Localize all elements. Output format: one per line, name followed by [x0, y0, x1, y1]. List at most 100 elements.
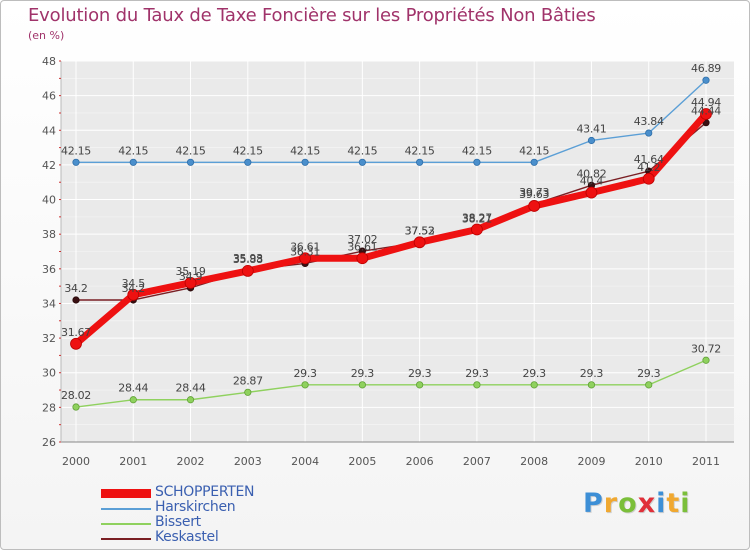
y-tick-label: 42 — [42, 159, 56, 172]
series-line-harskirchen — [75, 79, 707, 164]
data-label-keskastel: 34.2 — [64, 282, 87, 295]
data-label-schopperten: 41.2 — [637, 161, 660, 174]
data-label-harskirchen: 43.41 — [576, 122, 606, 135]
data-point-harskirchen — [186, 158, 195, 166]
data-point-schopperten — [127, 288, 140, 301]
data-point-schopperten — [299, 252, 311, 265]
data-point-harskirchen — [72, 158, 80, 166]
data-label-harskirchen: 43.84 — [634, 115, 664, 128]
data-label-bissert: 29.3 — [465, 367, 489, 380]
y-tick-label: 36 — [42, 263, 56, 276]
x-tick-label: 2002 — [177, 455, 205, 468]
x-tick-label: 2011 — [692, 455, 720, 468]
series-line-schopperten — [72, 110, 710, 348]
chart-title: Evolution du Taux de Taxe Foncière sur l… — [28, 5, 596, 26]
data-point-schopperten — [528, 200, 541, 212]
data-label-bissert: 28.44 — [176, 382, 206, 395]
data-point-schopperten — [700, 108, 712, 120]
data-label-schopperten: 35.88 — [233, 253, 263, 266]
legend-label-bissert: Bissert — [155, 514, 201, 530]
data-point-bissert — [301, 381, 309, 389]
data-point-schopperten — [241, 264, 254, 277]
y-tick-label: 26 — [42, 436, 56, 449]
data-point-harskirchen — [358, 158, 366, 166]
data-point-harskirchen — [587, 136, 596, 145]
data-point-harskirchen — [244, 158, 252, 166]
data-point-bissert — [473, 381, 481, 389]
data-point-bissert — [244, 388, 252, 396]
x-tick-label: 2004 — [291, 455, 319, 468]
data-label-harskirchen: 42.15 — [519, 144, 549, 157]
data-label-schopperten: 31.67 — [61, 326, 91, 339]
data-label-harskirchen: 42.15 — [233, 144, 263, 157]
data-label-harskirchen: 42.15 — [61, 144, 91, 157]
y-tick-label: 28 — [42, 401, 56, 414]
legend-swatch-harskirchen — [101, 508, 151, 510]
data-point-bissert — [72, 403, 80, 411]
data-point-bissert — [702, 356, 710, 364]
data-point-bissert — [416, 381, 424, 389]
legend-swatch-bissert — [101, 523, 151, 525]
x-tick-label: 2009 — [577, 455, 605, 468]
legend-label-harskirchen: Harskirchen — [155, 499, 236, 515]
data-label-harskirchen: 42.15 — [176, 144, 206, 157]
data-label-schopperten: 37.53 — [405, 224, 435, 237]
logo-letter: r — [603, 488, 619, 519]
x-tick-label: 2001 — [119, 455, 147, 468]
data-label-schopperten: 39.63 — [519, 188, 549, 201]
y-tick-label: 44 — [42, 124, 56, 137]
y-tick-label: 46 — [42, 90, 56, 103]
data-label-keskastel: 41.64 — [634, 153, 664, 166]
data-point-bissert — [129, 396, 137, 404]
data-point-harskirchen — [702, 76, 710, 84]
data-label-bissert: 29.3 — [580, 367, 604, 380]
data-label-schopperten: 44.94 — [691, 96, 721, 109]
data-label-schopperten: 36.61 — [290, 240, 320, 253]
data-label-harskirchen: 42.15 — [347, 144, 377, 157]
data-point-bissert — [645, 381, 653, 389]
data-point-harskirchen — [645, 129, 653, 137]
data-point-harskirchen — [301, 158, 309, 166]
y-tick-label: 40 — [42, 194, 56, 207]
data-label-schopperten: 34.5 — [122, 277, 146, 290]
data-label-bissert: 29.3 — [408, 367, 432, 380]
logo-letter: x — [637, 488, 657, 519]
data-point-schopperten — [70, 337, 82, 350]
data-point-schopperten — [642, 172, 655, 185]
data-point-harskirchen — [129, 158, 137, 166]
y-tick-label: 38 — [42, 228, 56, 241]
y-tick-label: 30 — [42, 367, 56, 380]
data-point-harskirchen — [416, 158, 424, 166]
logo-letter: o — [618, 488, 638, 519]
data-point-harskirchen — [530, 158, 538, 166]
data-label-keskastel: 35.93 — [233, 252, 263, 265]
data-point-schopperten — [585, 186, 598, 199]
data-label-bissert: 29.3 — [351, 367, 375, 380]
data-point-schopperten — [471, 223, 483, 236]
legend-label-keskastel: Keskastel — [155, 529, 219, 545]
x-tick-label: 2008 — [520, 455, 548, 468]
y-tick-label: 48 — [42, 55, 56, 68]
proxiti-logo: Proxiti — [583, 488, 691, 519]
data-label-bissert: 29.3 — [293, 367, 317, 380]
data-label-harskirchen: 42.15 — [118, 144, 148, 157]
legend-label-schopperten: SCHOPPERTEN — [155, 484, 255, 500]
data-point-bissert — [186, 396, 195, 404]
legend-swatch-keskastel — [101, 538, 151, 540]
x-tick-label: 2000 — [62, 455, 90, 468]
data-label-bissert: 29.3 — [523, 367, 547, 380]
x-tick-label: 2010 — [635, 455, 663, 468]
data-label-harskirchen: 42.15 — [290, 144, 320, 157]
data-label-schopperten: 40.4 — [580, 175, 604, 188]
data-point-bissert — [587, 381, 596, 389]
y-tick-label: 32 — [42, 332, 56, 345]
logo-letter: t — [666, 488, 681, 519]
data-point-bissert — [358, 381, 366, 389]
x-tick-label: 2003 — [234, 455, 262, 468]
data-label-bissert: 28.44 — [118, 382, 148, 395]
chart-unit-label: (en %) — [28, 29, 65, 42]
x-tick-label: 2006 — [406, 455, 434, 468]
data-label-harskirchen: 42.15 — [462, 144, 492, 157]
